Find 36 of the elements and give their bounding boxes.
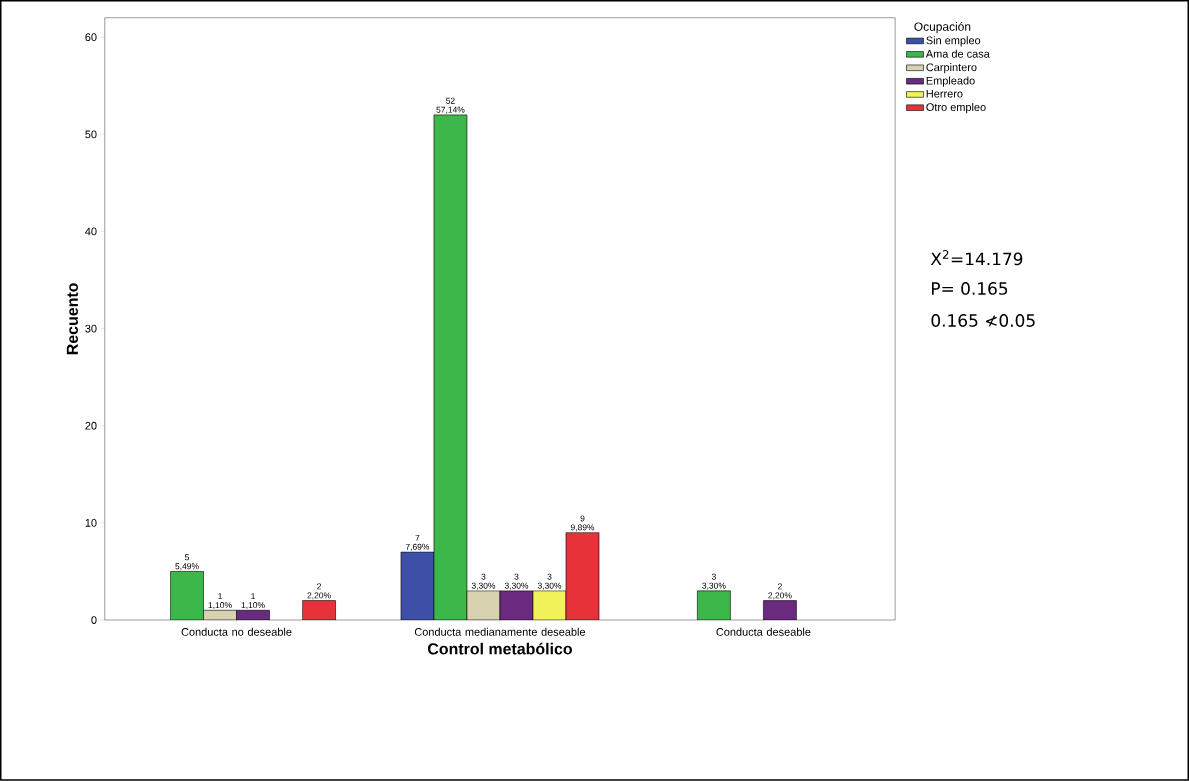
text: X$^{2}$=14.179	[930, 250, 1023, 266]
legend-label: Otro empleo	[926, 103, 986, 114]
legend-label: Ama de casa	[925, 49, 990, 58]
data-label: 3 3,30%	[504, 573, 529, 590]
text: P= 0.165	[932, 282, 1008, 295]
data-label: 7 7,69%	[405, 535, 430, 551]
y-tick-label: 50	[85, 130, 97, 139]
data-label: 1 1,10%	[208, 593, 232, 610]
data-label: 52 57,14%	[436, 97, 465, 114]
data-label: 5 5,49%	[175, 554, 199, 571]
text: 0.165 ≮0.05	[931, 314, 1035, 327]
data-label: 3 3,30%	[471, 573, 496, 590]
bar	[302, 600, 336, 621]
data-label: 1 1,10%	[241, 593, 265, 610]
data-label: 2 2,20%	[307, 583, 331, 600]
y-tick-label: 60	[85, 33, 97, 42]
y-tick-label: 20	[85, 421, 97, 430]
data-label: 3 3,30%	[702, 573, 726, 590]
y-tick-label: 10	[85, 519, 97, 527]
data-label: 3 3,30%	[537, 573, 562, 590]
legend-label: Herrero	[926, 90, 963, 98]
x-tick-label: Conducta deseable	[716, 627, 811, 636]
legend-label: Carpintero	[926, 63, 977, 74]
y-tick-label: 0	[91, 616, 97, 624]
legend-label: Sin empleo	[926, 36, 981, 47]
data-label: 2 2,20%	[768, 583, 792, 600]
x-tick-label: Conducta medianamente deseable	[414, 627, 586, 636]
y-tick-label: 30	[85, 324, 97, 333]
bar	[565, 532, 600, 621]
y-tick-label: 40	[85, 227, 97, 236]
x-axis-title: Control metabólico	[427, 642, 572, 655]
data-label: 9 9,89%	[570, 515, 595, 532]
legend-title: Ocupación	[914, 22, 971, 34]
y-axis-title: Recuento	[66, 283, 78, 355]
legend-label: Empleado	[926, 76, 975, 87]
x-tick-label: Conducta no deseable	[181, 627, 292, 636]
